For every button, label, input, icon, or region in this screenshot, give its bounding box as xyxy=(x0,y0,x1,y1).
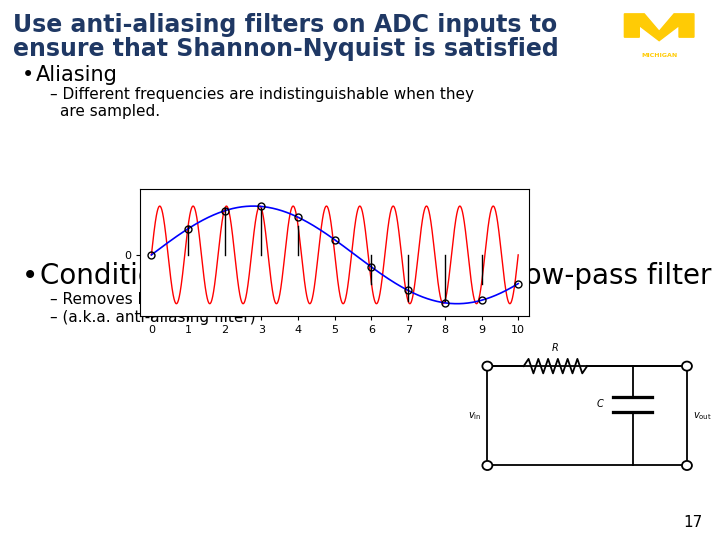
Text: Aliasing: Aliasing xyxy=(36,65,118,85)
Text: MICHIGAN: MICHIGAN xyxy=(641,53,678,58)
Circle shape xyxy=(482,461,492,470)
Text: •: • xyxy=(22,65,35,85)
Circle shape xyxy=(682,461,692,470)
Text: Condition the input signal using a low-pass filter: Condition the input signal using a low-p… xyxy=(40,262,711,290)
Text: – Removes high-frequency components: – Removes high-frequency components xyxy=(50,292,353,307)
Text: are sampled.: are sampled. xyxy=(60,104,160,119)
Text: Use anti-aliasing filters on ADC inputs to: Use anti-aliasing filters on ADC inputs … xyxy=(13,13,557,37)
Text: C: C xyxy=(596,400,603,409)
Text: R: R xyxy=(552,343,559,353)
Circle shape xyxy=(682,362,692,370)
Text: – Different frequencies are indistinguishable when they: – Different frequencies are indistinguis… xyxy=(50,87,474,102)
Text: $v_{\rm in}$: $v_{\rm in}$ xyxy=(468,410,482,422)
Text: $v_{\rm out}$: $v_{\rm out}$ xyxy=(693,410,711,422)
Text: •: • xyxy=(22,262,38,290)
Text: ensure that Shannon-Nyquist is satisfied: ensure that Shannon-Nyquist is satisfied xyxy=(13,37,559,61)
Polygon shape xyxy=(624,14,694,40)
Text: 17: 17 xyxy=(684,515,703,530)
Circle shape xyxy=(482,362,492,370)
Text: – (a.k.a. anti-aliasing filter): – (a.k.a. anti-aliasing filter) xyxy=(50,310,256,325)
